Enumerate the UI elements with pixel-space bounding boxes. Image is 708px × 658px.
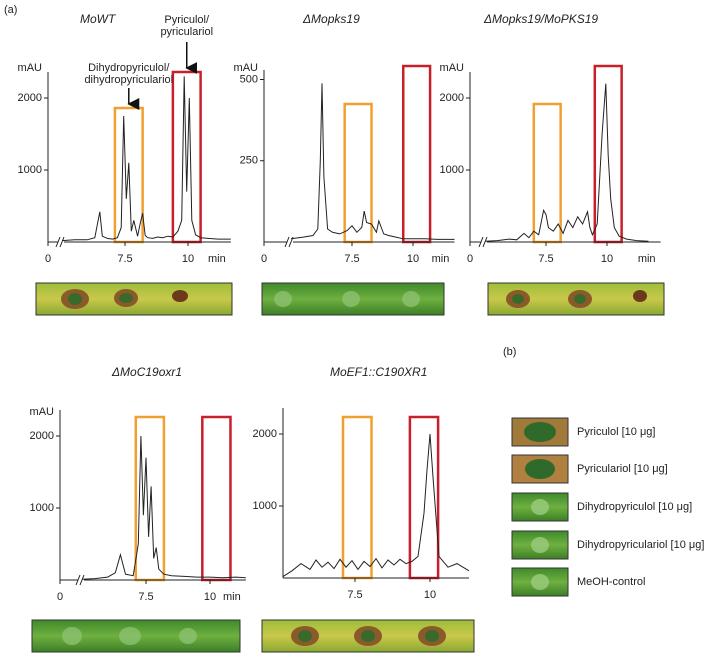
panel-label: (b) xyxy=(503,346,516,358)
y-tick-label: 2000 xyxy=(440,92,464,104)
leaf-thumbnail xyxy=(511,454,569,484)
leaf-thumbnail xyxy=(511,417,569,447)
y-tick-label: 1000 xyxy=(30,502,54,514)
y-tick-label: 1000 xyxy=(440,164,464,176)
y-tick-label: 2000 xyxy=(18,92,42,104)
x-tick-label: 7.5 xyxy=(347,589,362,601)
highlight-box xyxy=(201,415,232,582)
x-axis-label: min xyxy=(208,253,226,265)
axis-break xyxy=(75,574,85,586)
legend-label: Pyriculol [10 μg] xyxy=(577,426,655,438)
chromatogram-line xyxy=(290,83,455,240)
y-axis-label: mAU xyxy=(30,406,55,418)
y-tick-label: 1000 xyxy=(253,500,277,512)
y-axis-label: mAU xyxy=(440,62,465,74)
x-tick-label: 0 xyxy=(45,253,51,265)
chart-title: ΔMoC19oxr1 xyxy=(111,365,182,379)
y-tick-label: 2000 xyxy=(30,430,54,442)
x-tick-label: 7.5 xyxy=(538,253,553,265)
x-axis-label: min xyxy=(223,591,241,603)
x-tick-label: 10 xyxy=(182,253,194,265)
legend-label: MeOH-control xyxy=(577,576,645,588)
highlight-box xyxy=(341,415,373,580)
axis-break xyxy=(478,236,488,248)
x-tick-label: 10 xyxy=(407,253,419,265)
leaf-thumbnail xyxy=(511,530,569,560)
leaf-thumbnail xyxy=(511,567,569,597)
chromatogram-line xyxy=(484,83,649,242)
chart-title: MoEF1::C190XR1 xyxy=(330,365,427,379)
highlight-box xyxy=(134,415,166,582)
y-tick-label: 1000 xyxy=(18,164,42,176)
chart-title: ΔMopks19 xyxy=(302,12,360,26)
annotation: pyriculariol xyxy=(160,26,213,38)
y-tick-label: 500 xyxy=(240,73,258,85)
legend-label: Pyriculariol [10 μg] xyxy=(577,463,668,475)
x-tick-label: 10 xyxy=(424,589,436,601)
annotation: dihydropyriculariol xyxy=(84,74,173,86)
y-axis-label: mAU xyxy=(18,62,43,74)
chromatogram-line xyxy=(282,433,470,578)
annotation: Pyriculol/ xyxy=(164,14,210,26)
x-tick-label: 10 xyxy=(601,253,613,265)
annotation: Dihydropyriculol/ xyxy=(88,62,170,74)
x-tick-label: 7.5 xyxy=(117,253,132,265)
leaf-image xyxy=(487,282,665,316)
x-axis-label: min xyxy=(638,253,656,265)
chromatogram-line xyxy=(81,435,246,580)
leaf-thumbnail xyxy=(511,492,569,522)
leaf-image xyxy=(35,282,233,316)
x-tick-label: 10 xyxy=(204,591,216,603)
leaf-image xyxy=(261,282,445,316)
x-axis-label: min xyxy=(432,253,450,265)
chromatogram-line xyxy=(61,76,231,242)
highlight-box xyxy=(171,70,202,244)
highlight-box xyxy=(401,64,432,244)
panel-label: (a) xyxy=(4,4,17,16)
highlight-box xyxy=(343,102,373,244)
leaf-image xyxy=(261,619,475,653)
legend-label: Dihydropyriculariol [10 μg] xyxy=(577,539,704,551)
x-tick-label: 7.5 xyxy=(138,591,153,603)
x-tick-label: 0 xyxy=(57,591,63,603)
axis-break xyxy=(55,236,65,248)
highlight-box xyxy=(408,415,440,580)
y-tick-label: 2000 xyxy=(253,428,277,440)
x-tick-label: 0 xyxy=(467,253,473,265)
x-tick-label: 0 xyxy=(261,253,267,265)
leaf-image xyxy=(31,619,241,653)
chart-title: ΔMopks19/MoPKS19 xyxy=(483,12,598,26)
y-axis-label: mAU xyxy=(234,62,259,74)
y-tick-label: 250 xyxy=(240,155,258,167)
legend-label: Dihydropyriculol [10 μg] xyxy=(577,501,692,513)
x-tick-label: 7.5 xyxy=(344,253,359,265)
chart-title: MoWT xyxy=(80,12,117,26)
